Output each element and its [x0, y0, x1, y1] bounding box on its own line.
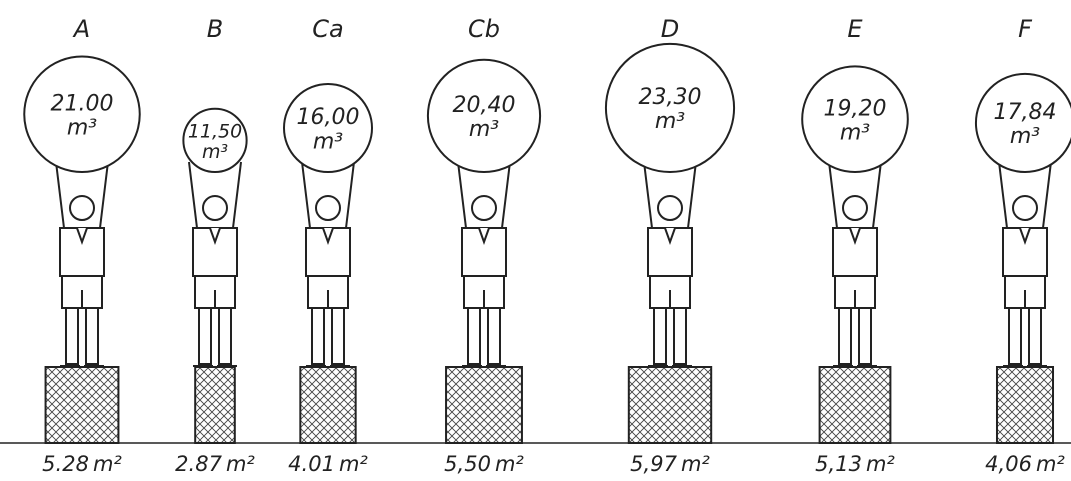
person-head — [316, 196, 340, 220]
pedestal — [46, 367, 119, 443]
volume-label: 17,84 — [994, 100, 1057, 125]
area-unit: m² — [93, 452, 122, 476]
person-leg — [1029, 308, 1041, 364]
pedestal — [997, 367, 1053, 443]
category-label: A — [72, 15, 90, 43]
person-leg — [488, 308, 500, 364]
person-leg — [839, 308, 851, 364]
pedestal — [820, 367, 891, 443]
category-label: Ca — [312, 15, 343, 43]
person-leg — [86, 308, 98, 364]
person-leg — [674, 308, 686, 364]
area-value: 5,50 — [444, 452, 491, 476]
person-head — [203, 196, 227, 220]
area-unit: m² — [495, 452, 524, 476]
area-value: 5,97 — [630, 452, 677, 476]
pedestal — [446, 367, 522, 443]
area-unit: m² — [339, 452, 368, 476]
category-label: Cb — [468, 15, 500, 43]
volume-unit: m³ — [1010, 124, 1040, 149]
area-value: 4.01 — [288, 452, 335, 476]
volume-unit: m³ — [840, 121, 870, 146]
area-unit: m² — [681, 452, 710, 476]
volume-unit: m³ — [313, 129, 343, 154]
volume-label: 16,00 — [297, 105, 360, 130]
person-head — [70, 196, 94, 220]
volume-unit: m³ — [655, 109, 685, 134]
pedestal — [300, 367, 355, 443]
person-head — [472, 196, 496, 220]
area-unit: m² — [866, 452, 895, 476]
area-unit: m² — [1036, 452, 1065, 476]
person-leg — [654, 308, 666, 364]
area-value: 2.87 — [175, 452, 222, 476]
volume-label: 19,20 — [824, 96, 887, 121]
volume-label: 23,30 — [639, 85, 702, 110]
person-leg — [219, 308, 231, 364]
volume-label: 20,40 — [453, 93, 516, 118]
category-label: E — [847, 15, 863, 43]
area-unit: m² — [226, 452, 255, 476]
volume-unit: m³ — [67, 116, 97, 141]
pedestal — [195, 367, 235, 443]
volume-unit: m³ — [469, 117, 499, 142]
person-leg — [312, 308, 324, 364]
person-leg — [199, 308, 211, 364]
area-value: 5,13 — [815, 452, 862, 476]
volume-label: 21.00 — [51, 91, 114, 116]
person-head — [843, 196, 867, 220]
volume-unit: m³ — [202, 141, 228, 163]
diagram: A21.00m³5.28m²B11,50m³2.87m²Ca16,00m³4.0… — [0, 0, 1071, 481]
person-leg — [1009, 308, 1021, 364]
person-leg — [66, 308, 78, 364]
person-leg — [859, 308, 871, 364]
volume-label: 11,50 — [188, 120, 242, 142]
person-leg — [468, 308, 480, 364]
area-value: 4,06 — [985, 452, 1032, 476]
person-head — [658, 196, 682, 220]
person-head — [1013, 196, 1037, 220]
category-label: D — [661, 15, 679, 43]
area-value: 5.28 — [42, 452, 89, 476]
pedestal — [629, 367, 711, 443]
category-label: F — [1018, 15, 1033, 43]
category-label: B — [207, 15, 223, 43]
person-leg — [332, 308, 344, 364]
